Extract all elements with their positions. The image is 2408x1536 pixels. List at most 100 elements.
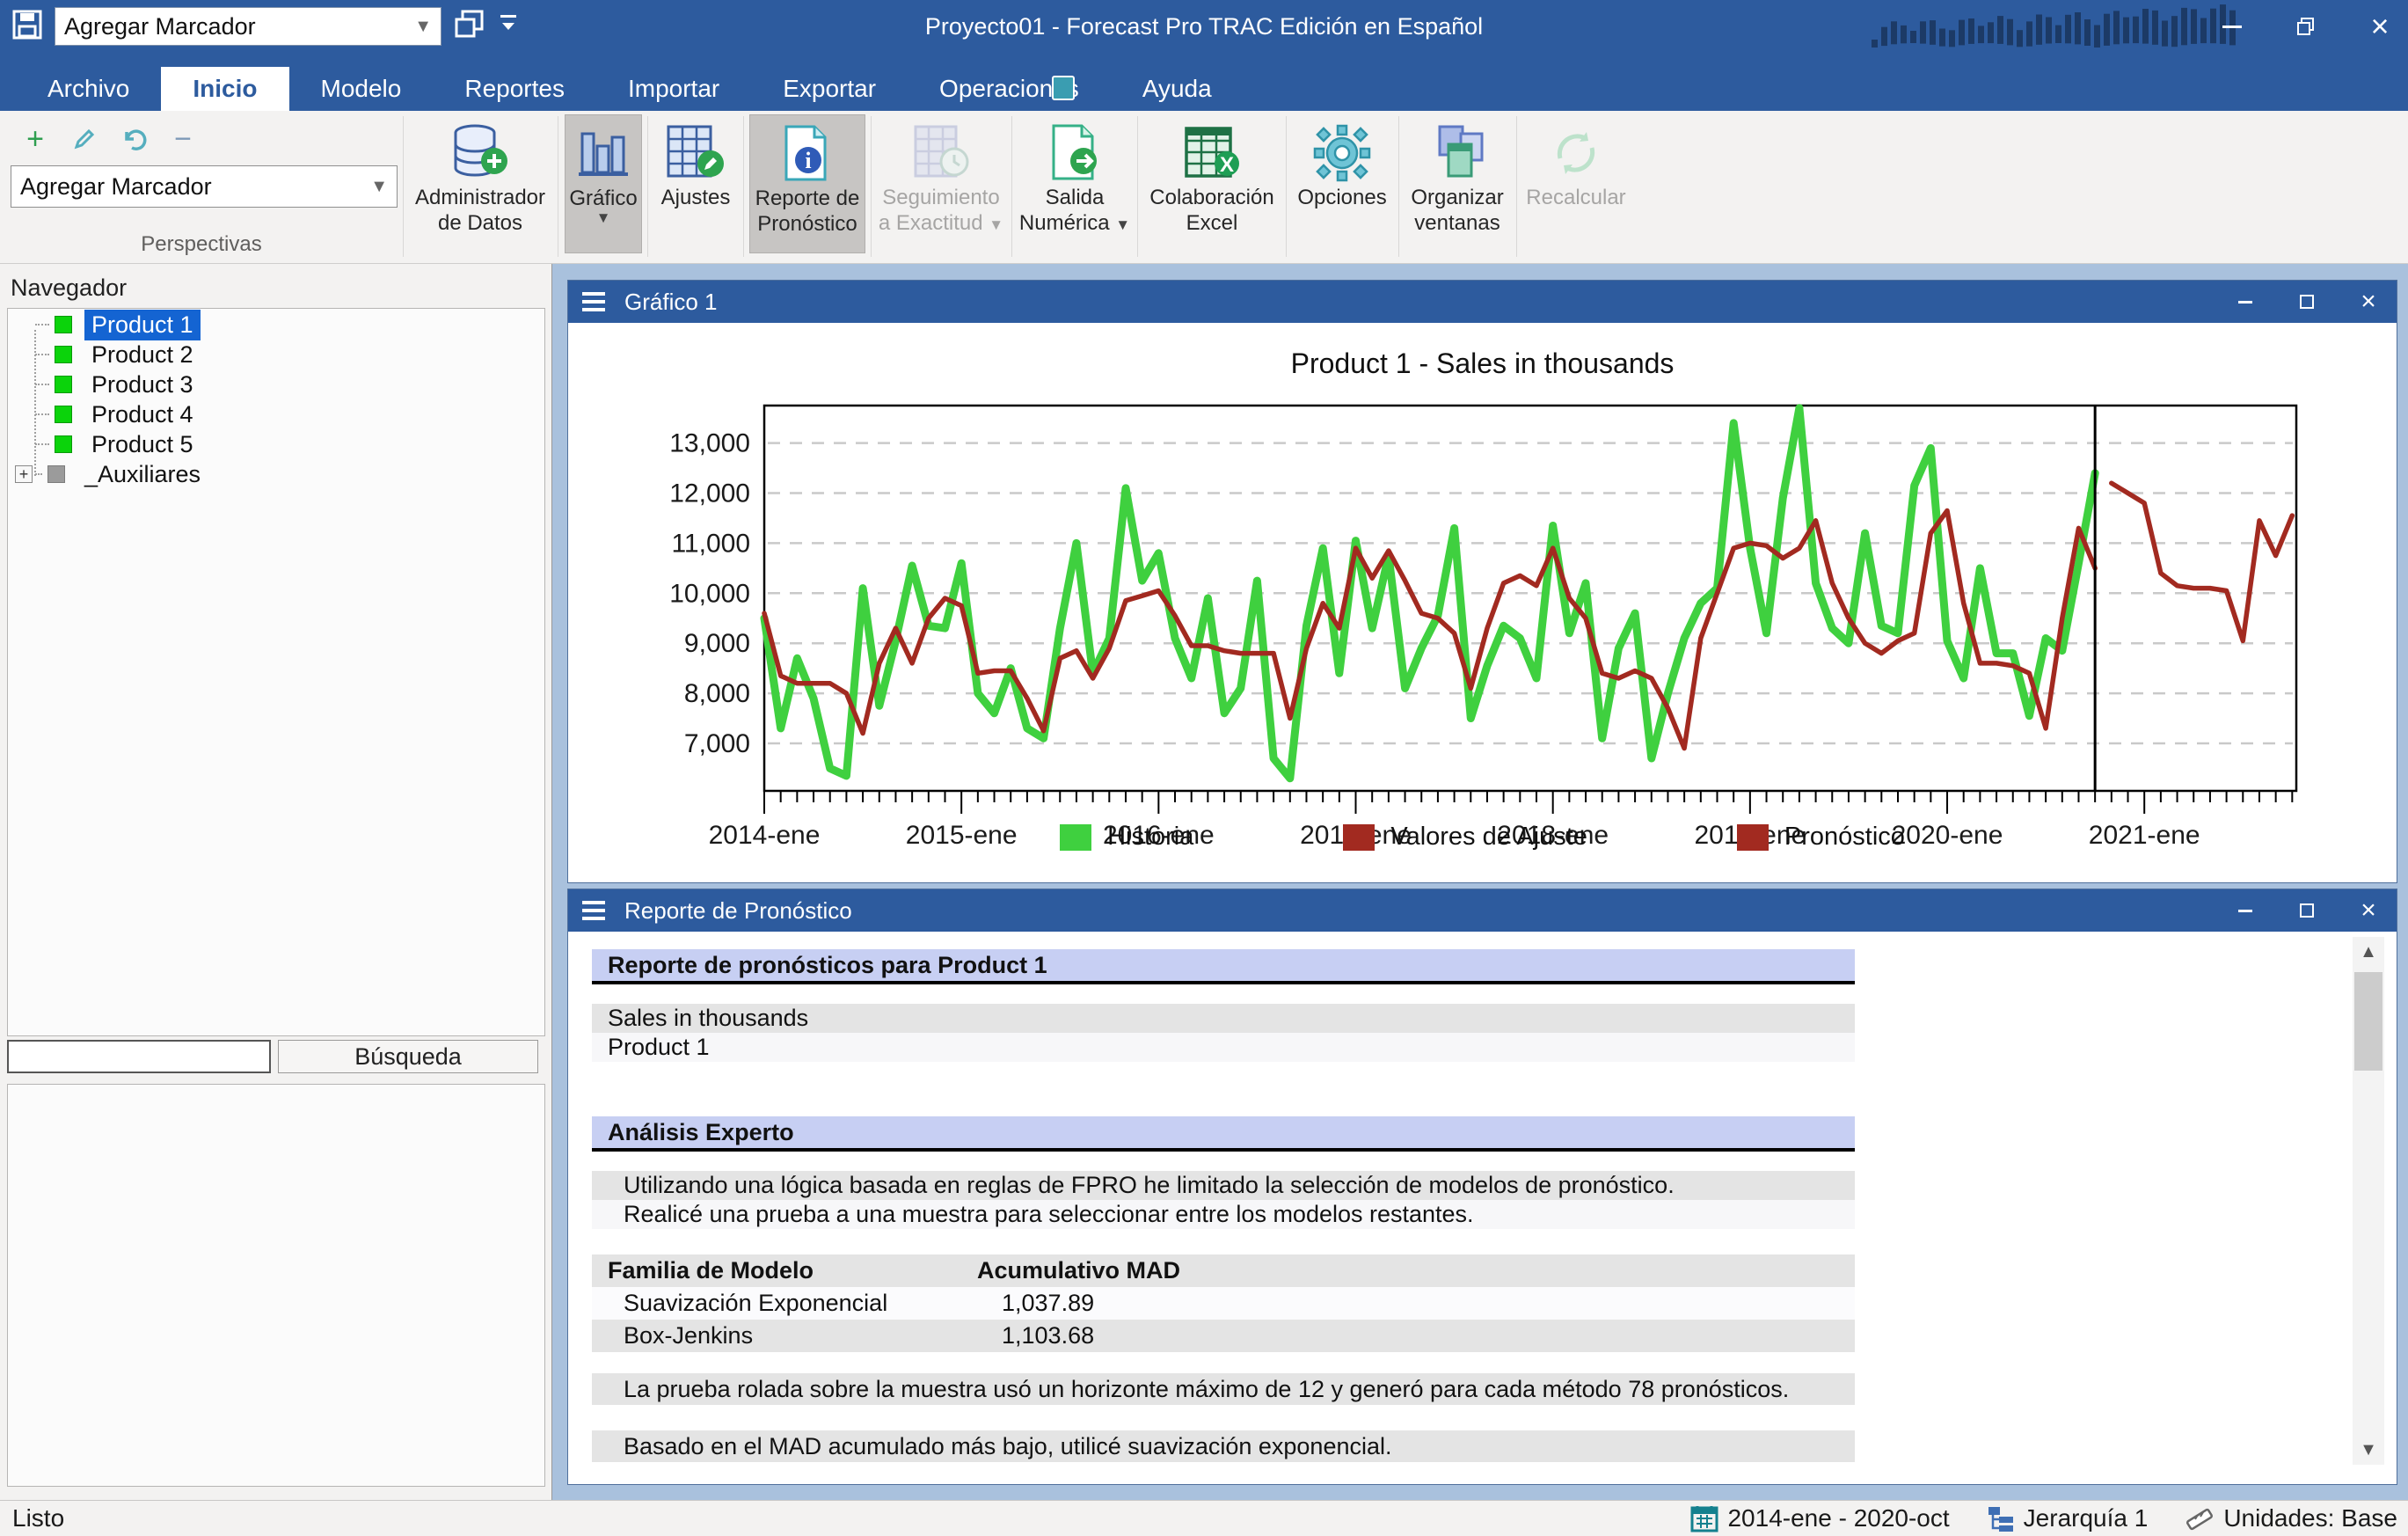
scroll-up-icon[interactable]: ▲ [2353,937,2384,967]
minimize-button[interactable] [2213,7,2251,46]
perspectives-combo[interactable]: Agregar Marcador ▼ [11,165,398,208]
svg-text:13,000: 13,000 [669,429,750,458]
help-badge-icon[interactable] [1052,76,1075,100]
tab-inicio[interactable]: Inicio [161,67,288,111]
tab-archivo[interactable]: Archivo [16,67,161,111]
tab-importar[interactable]: Importar [596,67,751,111]
item-status-swatch [55,316,72,333]
navigator-search-input[interactable] [7,1040,271,1073]
search-results-box [7,1084,545,1487]
legend-label-historia: Historia [1107,823,1193,852]
tree-item-product-4[interactable]: Product 4 [8,400,544,428]
mdi-workspace: Gráfico 1 × 7,0008,0009,00010,00011,0001… [552,264,2408,1500]
tree-item-product-3[interactable]: Product 3 [8,370,544,399]
qat-customize-icon[interactable] [498,11,521,42]
window-menu-icon[interactable] [582,292,605,311]
perspectives-combo-value: Agregar Marcador [20,173,212,201]
close-button[interactable]: × [2353,895,2384,926]
report-table-header: Familia de Modelo Acumulativo MAD [592,1254,1855,1287]
navigator-label: Navegador [11,274,127,302]
new-window-icon[interactable] [454,10,485,44]
chart-window: Gráfico 1 × 7,0008,0009,00010,00011,0001… [567,280,2397,883]
minimize-button[interactable] [2229,286,2261,318]
chevron-down-icon[interactable]: ▼ [370,177,388,197]
item-status-swatch [55,435,72,453]
chart-button[interactable]: Gráfico ▼ [565,114,642,253]
data-manager-button[interactable]: Administradorde Datos [410,114,551,253]
legend-label-pronostico: Pronóstico [1784,823,1905,852]
report-note: La prueba rolada sobre la muestra usó un… [592,1373,1855,1405]
arrange-windows-icon [1427,121,1487,185]
report-table-row: Suavización Exponencial 1,037.89 [592,1287,1855,1320]
legend-swatch-historia [1060,824,1091,851]
undo-icon[interactable] [116,121,151,157]
dropdown-caret: ▼ [1115,216,1130,233]
remove-marker-button[interactable]: − [165,121,201,157]
chevron-down-icon[interactable]: ▼ [414,17,432,37]
tree-item-auxiliares[interactable]: + _Auxiliares [8,460,544,488]
expand-icon[interactable]: + [15,465,33,483]
app-titlebar: Proyecto01 - Forecast Pro TRAC Edición e… [0,0,2408,53]
save-icon[interactable] [12,10,42,44]
svg-text:7,000: 7,000 [684,729,750,758]
scrollbar-thumb[interactable] [2354,972,2382,1071]
window-menu-icon[interactable] [582,901,605,920]
chart-legend: Historia Valores de Ajuste Pronóstico [568,823,2397,852]
close-button[interactable]: × [2361,7,2399,46]
tracking-table-icon [910,121,972,185]
database-icon [449,121,512,185]
report-item-name: Product 1 [592,1033,1855,1062]
tree-item-product-5[interactable]: Product 5 [8,430,544,458]
bar-chart-icon [575,122,631,186]
search-button[interactable]: Búsqueda [278,1040,538,1073]
status-date-range[interactable]: 2014-ene - 2020-oct [1690,1504,1949,1532]
tree-item-product-2[interactable]: Product 2 [8,340,544,369]
maximize-button[interactable] [2291,895,2323,926]
dropdown-caret: ▼ [989,216,1003,233]
ribbon: + − Agregar Marcador ▼ Perspectivas Admi… [0,111,2408,264]
gear-icon [1313,121,1371,185]
report-window-titlebar[interactable]: Reporte de Pronóstico × [568,889,2397,932]
quick-marker-combo[interactable]: Agregar Marcador ▼ [55,7,441,46]
item-status-swatch [47,465,65,483]
status-units[interactable]: Unidades: Base [2185,1504,2397,1532]
tab-modelo[interactable]: Modelo [289,67,434,111]
status-ready: Listo [12,1501,64,1536]
svg-text:10,000: 10,000 [669,579,750,608]
chart-title: Product 1 - Sales in thousands [568,347,2397,380]
restore-button[interactable] [2287,7,2325,46]
chart-window-titlebar[interactable]: Gráfico 1 × [568,281,2397,323]
add-marker-button[interactable]: + [18,121,53,157]
tree-item-product-1[interactable]: Product 1 [8,311,544,339]
sales-chart: 7,0008,0009,00010,00011,00012,00013,0002… [568,323,2397,882]
report-table-row: Box-Jenkins 1,103.68 [592,1320,1855,1352]
report-series-name: Sales in thousands [592,1004,1855,1033]
maximize-button[interactable] [2291,286,2323,318]
tab-exportar[interactable]: Exportar [751,67,908,111]
report-section-header: Análisis Experto [592,1116,1855,1152]
legend-label-ajuste: Valores de Ajuste [1390,823,1587,852]
navigator-panel: Navegador Product 1 Product 2 Product 3 … [0,264,552,1500]
navigator-tree: Product 1 Product 2 Product 3 Product 4 … [7,308,545,1036]
svg-text:8,000: 8,000 [684,679,750,708]
recalculate-button: Recalcular [1523,114,1629,253]
tab-ayuda[interactable]: Ayuda [1111,67,1244,111]
minimize-button[interactable] [2229,895,2261,926]
legend-swatch-pronostico [1737,824,1769,851]
svg-text:9,000: 9,000 [684,629,750,658]
numeric-output-button[interactable]: SalidaNumérica ▼ [1018,114,1131,253]
scroll-down-icon[interactable]: ▼ [2353,1435,2384,1465]
report-vertical-scrollbar[interactable]: ▲ ▼ [2353,937,2384,1465]
overrides-button[interactable]: Ajustes [654,114,737,253]
close-button[interactable]: × [2353,286,2384,318]
status-hierarchy[interactable]: Jerarquía 1 [1987,1504,2149,1532]
edit-marker-button[interactable] [67,121,102,157]
forecast-report-button[interactable]: i Reporte dePronóstico [749,114,865,253]
options-button[interactable]: Opciones [1300,114,1384,253]
tab-operaciones[interactable]: Operaciones [908,67,1111,111]
status-bar: Listo 2014-ene - 2020-oct Jerarquía 1 [0,1500,2408,1536]
svg-text:i: i [805,148,811,173]
arrange-windows-button[interactable]: Organizarventanas [1407,114,1507,253]
excel-collaboration-button[interactable]: X ColaboraciónExcel [1144,114,1280,253]
tab-reportes[interactable]: Reportes [433,67,596,111]
